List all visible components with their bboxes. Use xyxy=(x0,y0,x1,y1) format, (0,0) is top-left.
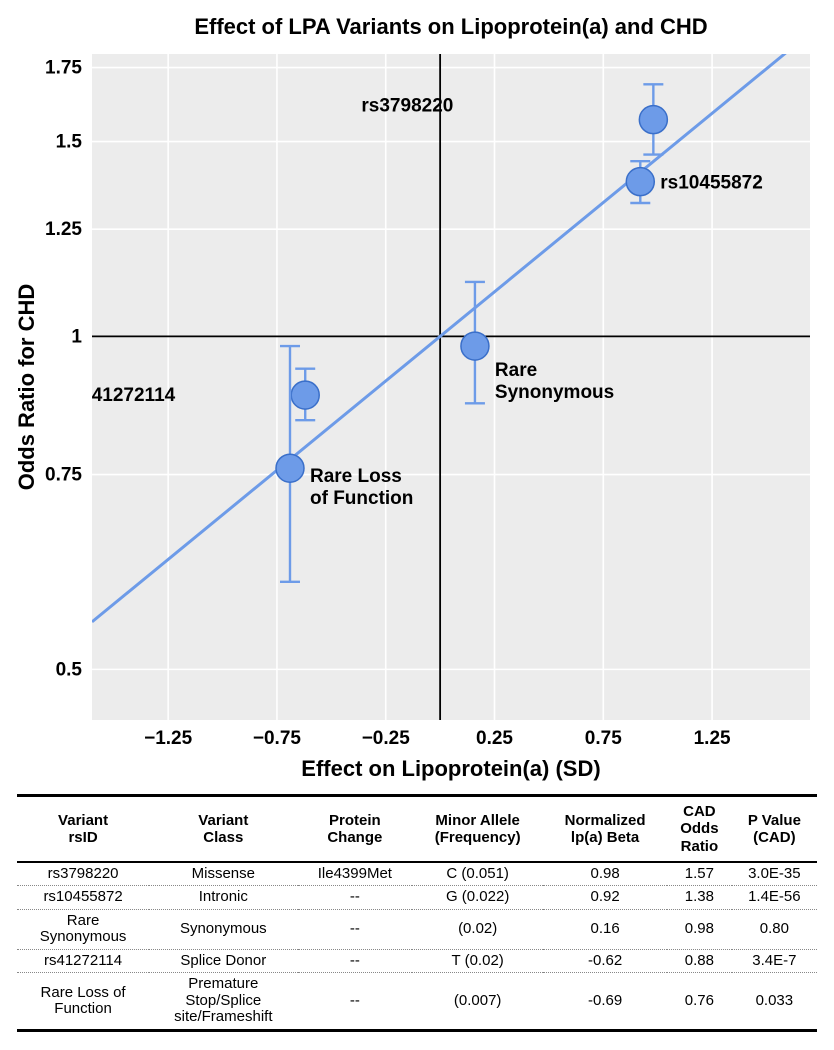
table-cell: 0.92 xyxy=(543,886,667,910)
table-cell: C (0.051) xyxy=(412,862,543,886)
table-cell: -- xyxy=(298,973,413,1031)
table-cell: rs41272114 xyxy=(17,949,149,973)
table-cell: G (0.022) xyxy=(412,886,543,910)
table-cell: RareSynonymous xyxy=(17,909,149,949)
point-label: of Function xyxy=(310,488,413,509)
table-cell: 1.57 xyxy=(667,862,732,886)
table-cell: (0.007) xyxy=(412,973,543,1031)
table-cell: -- xyxy=(298,949,413,973)
column-header: CADOddsRatio xyxy=(667,796,732,862)
svg-text:−0.25: −0.25 xyxy=(362,728,411,749)
table-cell: -- xyxy=(298,886,413,910)
svg-text:0.75: 0.75 xyxy=(45,465,82,486)
table-cell: 0.80 xyxy=(732,909,817,949)
table-cell: -- xyxy=(298,909,413,949)
scatter-chart: rs3798220rs10455872RareSynonymousrs41272… xyxy=(10,10,824,790)
table-cell: rs10455872 xyxy=(17,886,149,910)
column-header: Minor Allele(Frequency) xyxy=(412,796,543,862)
table-cell: Missense xyxy=(149,862,297,886)
chart-svg: rs3798220rs10455872RareSynonymousrs41272… xyxy=(10,10,824,790)
column-header: P Value(CAD) xyxy=(732,796,817,862)
column-header: Normalizedlp(a) Beta xyxy=(543,796,667,862)
svg-text:−0.75: −0.75 xyxy=(253,728,302,749)
table-row: RareSynonymousSynonymous--(0.02)0.160.98… xyxy=(17,909,817,949)
svg-text:Odds Ratio for CHD: Odds Ratio for CHD xyxy=(14,284,39,491)
table-cell: Synonymous xyxy=(149,909,297,949)
table-cell: -0.62 xyxy=(543,949,667,973)
variant-table: VariantrsIDVariantClassProteinChangeMino… xyxy=(17,794,817,1032)
table-cell: 3.0E-35 xyxy=(732,862,817,886)
svg-text:Effect of LPA Variants on Lipo: Effect of LPA Variants on Lipoprotein(a)… xyxy=(194,14,707,39)
table-cell: 3.4E-7 xyxy=(732,949,817,973)
svg-text:1.25: 1.25 xyxy=(45,219,82,240)
table-row: rs10455872Intronic--G (0.022)0.921.381.4… xyxy=(17,886,817,910)
table-cell: 0.033 xyxy=(732,973,817,1031)
table-cell: (0.02) xyxy=(412,909,543,949)
table-cell: rs3798220 xyxy=(17,862,149,886)
column-header: VariantClass xyxy=(149,796,297,862)
table-cell: PrematureStop/Splicesite/Frameshift xyxy=(149,973,297,1031)
svg-text:1: 1 xyxy=(71,326,82,347)
svg-text:0.75: 0.75 xyxy=(585,728,622,749)
svg-text:0.5: 0.5 xyxy=(56,659,83,680)
table-row: rs41272114Splice Donor--T (0.02)-0.620.8… xyxy=(17,949,817,973)
point-label: Rare Loss xyxy=(310,466,402,487)
point-label: rs10455872 xyxy=(660,173,763,194)
table-cell: Ile4399Met xyxy=(298,862,413,886)
table-row: rs3798220MissenseIle4399MetC (0.051)0.98… xyxy=(17,862,817,886)
svg-text:1.75: 1.75 xyxy=(45,58,82,79)
svg-text:1.5: 1.5 xyxy=(56,132,83,153)
table-cell: 0.98 xyxy=(667,909,732,949)
table-row: Rare Loss ofFunctionPrematureStop/Splice… xyxy=(17,973,817,1031)
svg-text:1.25: 1.25 xyxy=(694,728,731,749)
svg-text:0.25: 0.25 xyxy=(476,728,513,749)
table-cell: 0.98 xyxy=(543,862,667,886)
table-cell: -0.69 xyxy=(543,973,667,1031)
column-header: VariantrsID xyxy=(17,796,149,862)
point-label: rs3798220 xyxy=(361,96,453,117)
table-cell: 1.4E-56 xyxy=(732,886,817,910)
table-cell: Intronic xyxy=(149,886,297,910)
column-header: ProteinChange xyxy=(298,796,413,862)
svg-text:Effect on Lipoprotein(a) (SD): Effect on Lipoprotein(a) (SD) xyxy=(301,756,600,781)
table-cell: Splice Donor xyxy=(149,949,297,973)
point-label: Synonymous xyxy=(495,382,614,403)
point-label: Rare xyxy=(495,360,537,381)
svg-text:−1.25: −1.25 xyxy=(144,728,193,749)
table-cell: T (0.02) xyxy=(412,949,543,973)
table-cell: 0.88 xyxy=(667,949,732,973)
table-cell: 0.16 xyxy=(543,909,667,949)
table-cell: 1.38 xyxy=(667,886,732,910)
table-cell: Rare Loss ofFunction xyxy=(17,973,149,1031)
table-cell: 0.76 xyxy=(667,973,732,1031)
